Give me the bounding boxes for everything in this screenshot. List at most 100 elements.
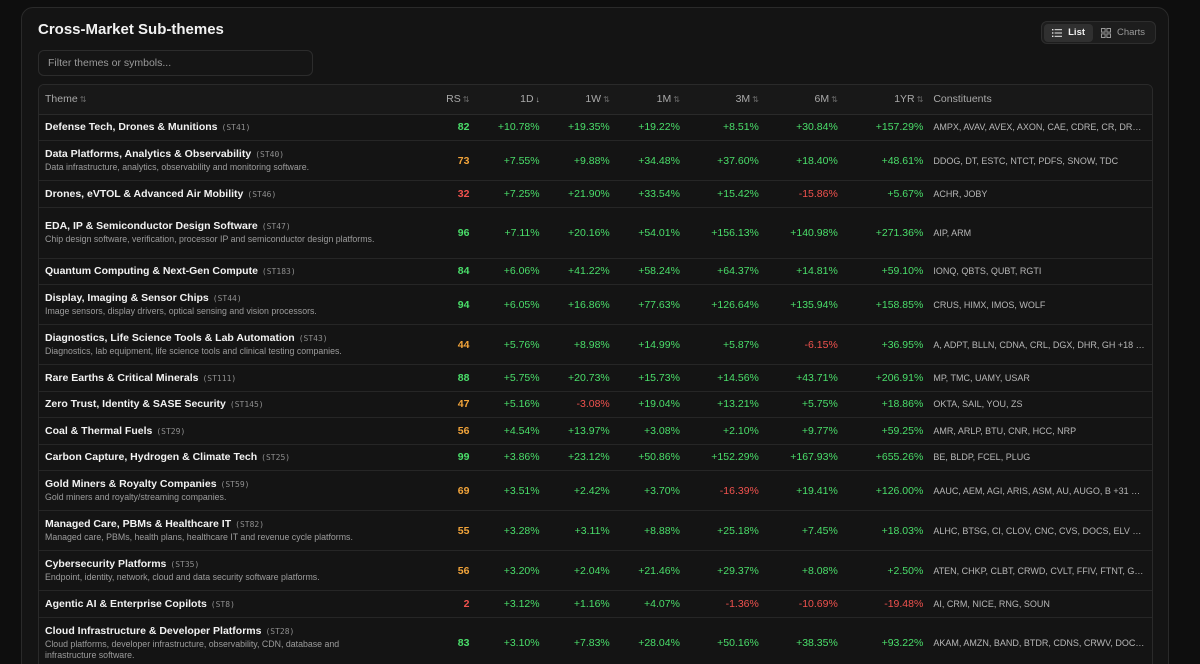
return-m6: +18.40% <box>764 140 844 181</box>
table-row[interactable]: Drones, eVTOL & Advanced Air Mobility (ST… <box>39 180 1152 208</box>
constituents-list: AIP, ARM <box>929 207 1152 259</box>
theme-cell: Defense Tech, Drones & Munitions (ST41) <box>39 114 425 141</box>
return-w1: +20.73% <box>545 364 616 392</box>
table-row[interactable]: Zero Trust, Identity & SASE Security (ST1… <box>39 391 1152 418</box>
column-header-theme[interactable]: Theme ⇅ <box>39 85 425 115</box>
return-w1: +9.88% <box>545 140 616 181</box>
theme-name: Quantum Computing & Next-Gen Compute <box>45 265 258 278</box>
return-d1: +3.86% <box>475 444 546 471</box>
return-d1: +5.16% <box>475 391 546 418</box>
theme-name: Drones, eVTOL & Advanced Air Mobility <box>45 187 244 200</box>
theme-name: Cybersecurity Platforms <box>45 558 167 570</box>
rs-value: 99 <box>424 444 476 471</box>
return-m3: +8.51% <box>685 114 765 141</box>
table-row[interactable]: EDA, IP & Semiconductor Design Software(… <box>39 207 1152 259</box>
table-row[interactable]: Coal & Thermal Fuels (ST29) 56 +4.54% +13.97… <box>39 417 1152 445</box>
sort-icon: ⇅ <box>79 95 87 105</box>
table-row[interactable]: Cloud Infrastructure & Developer Platfor… <box>39 617 1152 664</box>
filter-themes-input[interactable] <box>38 50 313 76</box>
rs-value: 69 <box>424 470 476 511</box>
rs-value: 83 <box>424 617 476 664</box>
return-m3: +152.29% <box>685 444 765 471</box>
return-m3: +5.87% <box>685 324 765 365</box>
table-row[interactable]: Managed Care, PBMs & Healthcare IT (ST82)… <box>39 510 1152 551</box>
return-w1: +8.98% <box>545 324 616 365</box>
table-row[interactable]: Carbon Capture, Hydrogen & Climate Tech(… <box>39 444 1152 471</box>
theme-code: (ST145) <box>229 400 264 410</box>
list-icon <box>1052 28 1063 37</box>
table-row[interactable]: Cybersecurity Platforms (ST35) Endpoint, i… <box>39 550 1152 591</box>
return-d1: +5.76% <box>475 324 546 365</box>
return-yr1: +158.85% <box>843 284 930 325</box>
column-header-1m[interactable]: 1M ⇅ <box>615 85 686 115</box>
theme-cell: Agentic AI & Enterprise Copilots (ST8) <box>39 590 425 618</box>
return-yr1: +18.03% <box>843 510 930 551</box>
constituents-list: MP, TMC, UAMY, USAR <box>929 364 1152 392</box>
column-header-6m[interactable]: 6M ⇅ <box>764 85 844 115</box>
theme-description: Managed care, PBMs, health plans, health… <box>45 532 353 542</box>
return-w1: +21.90% <box>545 180 616 208</box>
return-w1: +7.83% <box>545 617 616 664</box>
theme-code: (ST46) <box>247 189 277 199</box>
column-header-1d[interactable]: 1D ↓ <box>475 85 546 115</box>
return-m3: +50.16% <box>685 617 765 664</box>
theme-cell: Cybersecurity Platforms (ST35) Endpoint, i… <box>39 550 425 591</box>
rs-value: 56 <box>424 417 476 445</box>
rs-value: 44 <box>424 324 476 365</box>
return-m6: +9.77% <box>764 417 844 445</box>
sort-descending-icon: ↓ <box>535 95 540 105</box>
rs-value: 88 <box>424 364 476 392</box>
charts-view-button[interactable]: Charts <box>1093 24 1153 42</box>
return-m3: +37.60% <box>685 140 765 181</box>
rs-value: 96 <box>424 207 476 259</box>
theme-code: (ST28) <box>265 626 295 636</box>
return-m1: +58.24% <box>615 258 686 285</box>
theme-cell: Managed Care, PBMs & Healthcare IT (ST82)… <box>39 510 425 551</box>
column-header-1yr[interactable]: 1YR ⇅ <box>843 85 930 115</box>
rs-value: 94 <box>424 284 476 325</box>
return-yr1: +2.50% <box>843 550 930 591</box>
table-row[interactable]: Quantum Computing & Next-Gen Compute (ST1… <box>39 258 1152 285</box>
constituents-list: IONQ, QBTS, QUBT, RGTI <box>929 258 1152 285</box>
table-row[interactable]: Diagnostics, Life Science Tools & Lab Au… <box>39 324 1152 365</box>
list-view-button[interactable]: List <box>1044 23 1094 42</box>
theme-name: Data Platforms, Analytics & Observabilit… <box>45 148 252 160</box>
column-header-rs[interactable]: RS ⇅ <box>424 85 476 115</box>
return-yr1: +5.67% <box>843 180 930 208</box>
theme-cell: EDA, IP & Semiconductor Design Software(… <box>39 207 425 259</box>
return-m1: +8.88% <box>615 510 686 551</box>
theme-description: Gold miners and royalty/streaming compan… <box>45 492 227 502</box>
theme-name: Display, Imaging & Sensor Chips <box>45 292 209 304</box>
theme-code: (ST183) <box>261 267 296 277</box>
rs-value: 32 <box>424 180 476 208</box>
rs-value: 55 <box>424 510 476 551</box>
return-w1: +13.97% <box>545 417 616 445</box>
return-yr1: +36.95% <box>843 324 930 365</box>
column-header-1w[interactable]: 1W ⇅ <box>545 85 616 115</box>
table-row[interactable]: Defense Tech, Drones & Munitions (ST41) 82… <box>39 114 1152 141</box>
page-title: Cross-Market Sub-themes <box>38 21 224 38</box>
constituents-list: CRUS, HIMX, IMOS, WOLF <box>929 284 1152 325</box>
return-m6: -10.69% <box>764 590 844 618</box>
table-row[interactable]: Rare Earths & Critical Minerals (ST111) 88… <box>39 364 1152 392</box>
charts-view-label: Charts <box>1117 27 1145 38</box>
return-m1: +21.46% <box>615 550 686 591</box>
column-header-3m[interactable]: 3M ⇅ <box>685 85 765 115</box>
theme-cell: Cloud Infrastructure & Developer Platfor… <box>39 617 425 664</box>
view-toggle: List Charts <box>1041 21 1156 44</box>
return-m1: +34.48% <box>615 140 686 181</box>
theme-code: (ST29) <box>156 426 186 436</box>
list-view-label: List <box>1068 27 1086 38</box>
table-row[interactable]: Data Platforms, Analytics & Observabilit… <box>39 140 1152 181</box>
table-row[interactable]: Display, Imaging & Sensor Chips (ST44) Ima… <box>39 284 1152 325</box>
table-row[interactable]: Agentic AI & Enterprise Copilots (ST8) 2 +3… <box>39 590 1152 618</box>
return-m1: +14.99% <box>615 324 686 365</box>
return-d1: +3.51% <box>475 470 546 511</box>
table-row[interactable]: Gold Miners & Royalty Companies (ST59) Gol… <box>39 470 1152 511</box>
theme-code: (ST35) <box>170 560 200 569</box>
sub-themes-panel: Cross-Market Sub-themes List Charts <box>21 7 1169 664</box>
return-w1: +3.11% <box>545 510 616 551</box>
return-m3: +156.13% <box>685 207 765 259</box>
theme-name: Diagnostics, Life Science Tools & Lab Au… <box>45 332 295 344</box>
return-d1: +10.78% <box>475 114 546 141</box>
